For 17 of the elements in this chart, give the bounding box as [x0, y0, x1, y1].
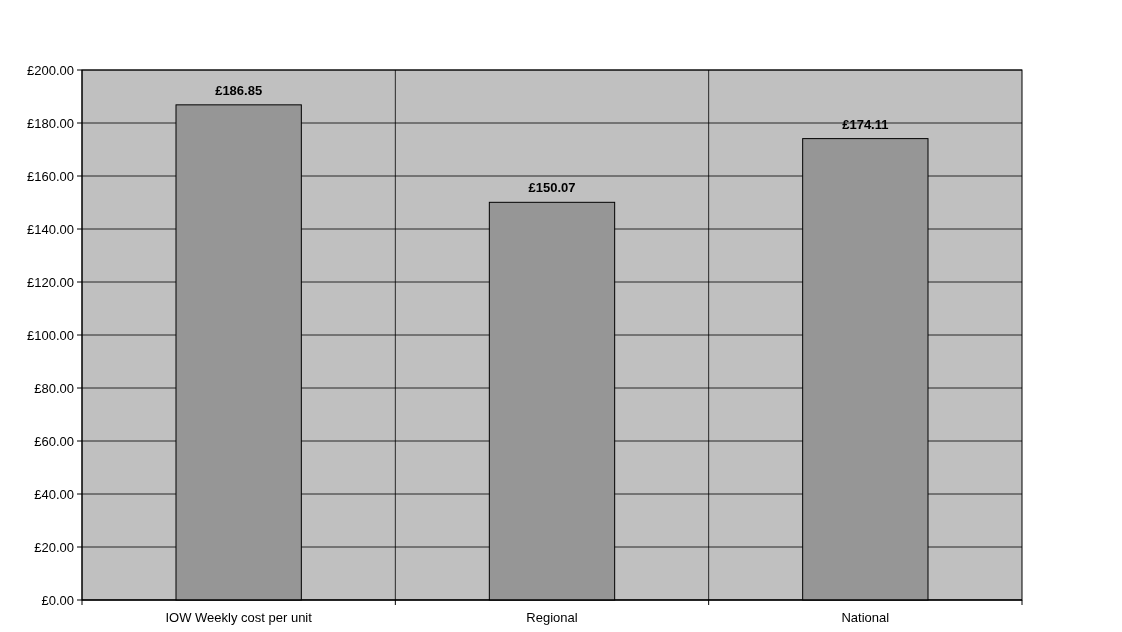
y-tick-label: £80.00	[34, 380, 74, 396]
y-tick-label: £180.00	[27, 115, 74, 131]
x-tick-label: IOW Weekly cost per unit	[165, 610, 313, 625]
x-tick-label: National	[841, 610, 890, 625]
data-label: £174.11	[842, 116, 889, 132]
y-tick-label: £40.00	[34, 486, 74, 502]
y-tick-label: £0.00	[41, 592, 74, 608]
y-tick-label: £120.00	[27, 274, 74, 290]
data-label: £186.85	[215, 82, 263, 98]
y-tick-label: £200.00	[27, 62, 74, 78]
x-tick-label: Regional	[526, 610, 578, 625]
data-label: £150.07	[528, 180, 576, 196]
y-tick-label: £60.00	[34, 433, 74, 449]
y-tick-label: £100.00	[27, 327, 74, 343]
y-tick-label: £160.00	[27, 168, 74, 184]
y-tick-label: £20.00	[34, 539, 74, 555]
y-tick-label: £140.00	[27, 221, 74, 237]
